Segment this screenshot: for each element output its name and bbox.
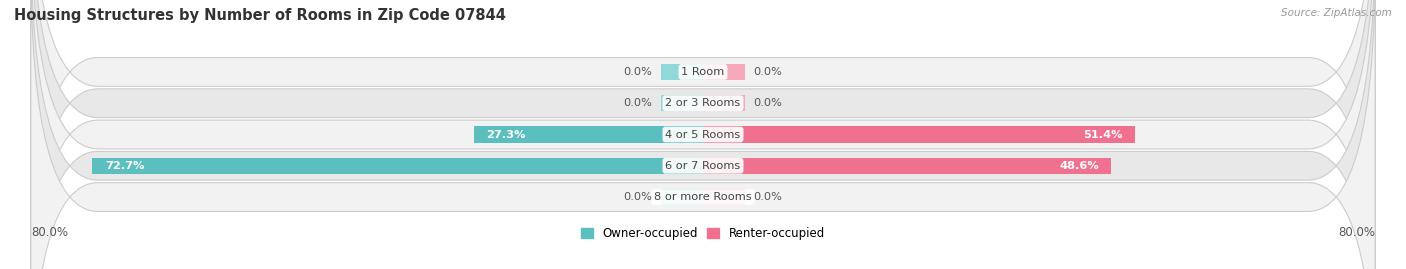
FancyBboxPatch shape [31, 0, 1375, 269]
FancyBboxPatch shape [31, 0, 1375, 269]
Text: 0.0%: 0.0% [754, 98, 782, 108]
Text: 72.7%: 72.7% [105, 161, 145, 171]
Text: 48.6%: 48.6% [1059, 161, 1098, 171]
Text: 0.0%: 0.0% [754, 192, 782, 202]
Legend: Owner-occupied, Renter-occupied: Owner-occupied, Renter-occupied [576, 222, 830, 245]
Text: 8 or more Rooms: 8 or more Rooms [654, 192, 752, 202]
Bar [93, 158, 703, 174]
FancyBboxPatch shape [31, 0, 1375, 269]
FancyBboxPatch shape [31, 0, 1375, 269]
FancyBboxPatch shape [31, 0, 1375, 269]
Text: 0.0%: 0.0% [624, 192, 652, 202]
Bar [703, 64, 745, 80]
Text: 80.0%: 80.0% [31, 226, 67, 239]
Bar [661, 189, 703, 205]
Text: 0.0%: 0.0% [624, 67, 652, 77]
Text: 1 Room: 1 Room [682, 67, 724, 77]
Text: 0.0%: 0.0% [624, 98, 652, 108]
Text: Housing Structures by Number of Rooms in Zip Code 07844: Housing Structures by Number of Rooms in… [14, 8, 506, 23]
Text: 6 or 7 Rooms: 6 or 7 Rooms [665, 161, 741, 171]
Text: 51.4%: 51.4% [1083, 129, 1122, 140]
Bar [703, 95, 745, 111]
Text: Source: ZipAtlas.com: Source: ZipAtlas.com [1281, 8, 1392, 18]
Text: 0.0%: 0.0% [754, 67, 782, 77]
Bar [661, 95, 703, 111]
Bar [661, 64, 703, 80]
Text: 2 or 3 Rooms: 2 or 3 Rooms [665, 98, 741, 108]
Bar [703, 158, 1111, 174]
Bar [474, 126, 703, 143]
Text: 80.0%: 80.0% [1339, 226, 1375, 239]
Text: 4 or 5 Rooms: 4 or 5 Rooms [665, 129, 741, 140]
Text: 27.3%: 27.3% [486, 129, 526, 140]
Bar [703, 189, 745, 205]
Bar [703, 126, 1135, 143]
